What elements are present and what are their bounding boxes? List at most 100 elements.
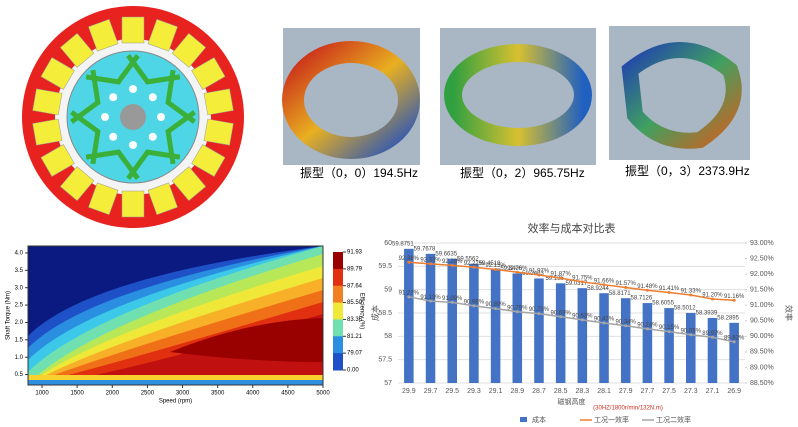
bar (512, 273, 523, 383)
x-tick-label: 27.3 (684, 388, 698, 395)
bar-value-label: 59.0317 (565, 281, 587, 287)
x-tick-label: 27.7 (641, 388, 655, 395)
colorbar-band (333, 285, 343, 304)
line-value-label: 91.75% (572, 275, 593, 281)
x-tick-label: 28.5 (554, 388, 568, 395)
line-value-label: 92.33% (420, 257, 441, 263)
line-point (429, 262, 433, 266)
line-value-label: 90.43% (594, 317, 615, 323)
magnet (165, 69, 197, 124)
line-value-label: 90.79% (507, 305, 528, 311)
coil (59, 32, 95, 68)
y-axis-label: 成本 (370, 305, 380, 321)
bar-value-label: 58.5012 (674, 306, 696, 312)
hole (157, 113, 165, 121)
line-point (537, 312, 541, 316)
line-value-label: 90.98% (464, 299, 485, 305)
coil (191, 144, 226, 177)
line-point (689, 293, 693, 297)
line-point (559, 315, 563, 319)
magnet (69, 110, 101, 165)
coil (171, 32, 207, 68)
bar-value-label: 59.6635 (435, 251, 457, 257)
y-tick-label: 58 (384, 333, 392, 340)
line-value-label: 91.16% (724, 294, 745, 300)
coil (203, 118, 234, 146)
chart-title: 效率与成本对比表 (528, 221, 616, 235)
line-value-label: 92.38% (399, 256, 420, 262)
x-tick-label: 1000 (35, 391, 49, 397)
line-point (450, 300, 454, 304)
line-point (407, 295, 411, 299)
line-value-label: 90.34% (616, 319, 637, 325)
bar-value-label: 59.3476 (500, 266, 522, 272)
legend-label: 工况一效率 (594, 415, 629, 424)
line-point (559, 276, 563, 280)
plot-frame (27, 245, 324, 386)
coil (121, 16, 145, 44)
colorbar-tick-label: 79.07 (347, 351, 363, 357)
magnet (126, 149, 181, 181)
line-value-label: 91.57% (616, 281, 637, 287)
x-tick-label: 3000 (176, 391, 190, 397)
hole (129, 141, 137, 149)
line-value-label: 91.13% (420, 295, 441, 301)
hole (109, 93, 118, 102)
x-tick-label: 28.9 (510, 388, 524, 395)
x-tick-label: 4000 (246, 391, 260, 397)
line-point (667, 290, 671, 294)
y-tick-label: 58.5 (378, 310, 392, 317)
coil (40, 144, 75, 177)
motor-section (22, 6, 244, 228)
magnet (165, 110, 197, 165)
magnet (126, 53, 181, 85)
colorbar-band (333, 268, 343, 287)
line-point (624, 285, 628, 289)
line-point (602, 321, 606, 325)
y2-tick-label: 88.50% (750, 380, 774, 387)
line-point (732, 298, 736, 302)
bar-value-label: 58.9244 (587, 286, 609, 292)
line-point (472, 304, 476, 308)
colorbar-band (333, 302, 343, 320)
line-point (624, 324, 628, 328)
mode-image (282, 26, 750, 165)
x-axis-label: 磁钢高度 (558, 397, 586, 406)
mode-ring (282, 41, 420, 159)
bar (490, 268, 501, 383)
line-value-label: 90.73% (529, 307, 550, 313)
line-value-label: 90.15% (659, 325, 680, 331)
colorbar-tick-label: 87.64 (347, 283, 363, 289)
bar (707, 317, 718, 383)
y-tick-label: 57 (384, 380, 392, 387)
line-point (494, 307, 498, 311)
contour-plot: 1000 1500 2000 2500 3000 3500 4000 4500 5000 0.5 1… (6, 245, 364, 405)
line-value-label: 89.82% (724, 336, 745, 342)
line-point (580, 318, 584, 322)
x-tick-label: 29.7 (424, 388, 438, 395)
y2-tick-label: 93.00% (750, 240, 774, 247)
y-tick-label: 57.5 (378, 357, 392, 364)
y-tick-label: 59 (384, 287, 392, 294)
hole (101, 113, 109, 121)
x-tick-label: 27.9 (619, 388, 633, 395)
x-tick-label: 27.5 (662, 388, 676, 395)
line-point (450, 263, 454, 267)
coil (147, 18, 178, 52)
x-axis-label: Speed (rpm) (159, 399, 192, 405)
y2-axis-label: 效率 (784, 305, 794, 321)
line-value-label: 91.33% (681, 289, 702, 295)
line-point (732, 340, 736, 344)
mode-caption: 振型（0，0）194.5Hz (300, 166, 418, 180)
hole (148, 93, 157, 102)
x-tick-label: 28.7 (532, 388, 546, 395)
bar (620, 298, 631, 383)
line-point (689, 333, 693, 337)
line-point (710, 335, 714, 339)
bar (664, 308, 674, 383)
x-tick-label: 4500 (281, 391, 295, 397)
coil (191, 57, 226, 90)
contour-low (28, 380, 323, 385)
magnet (69, 69, 101, 124)
